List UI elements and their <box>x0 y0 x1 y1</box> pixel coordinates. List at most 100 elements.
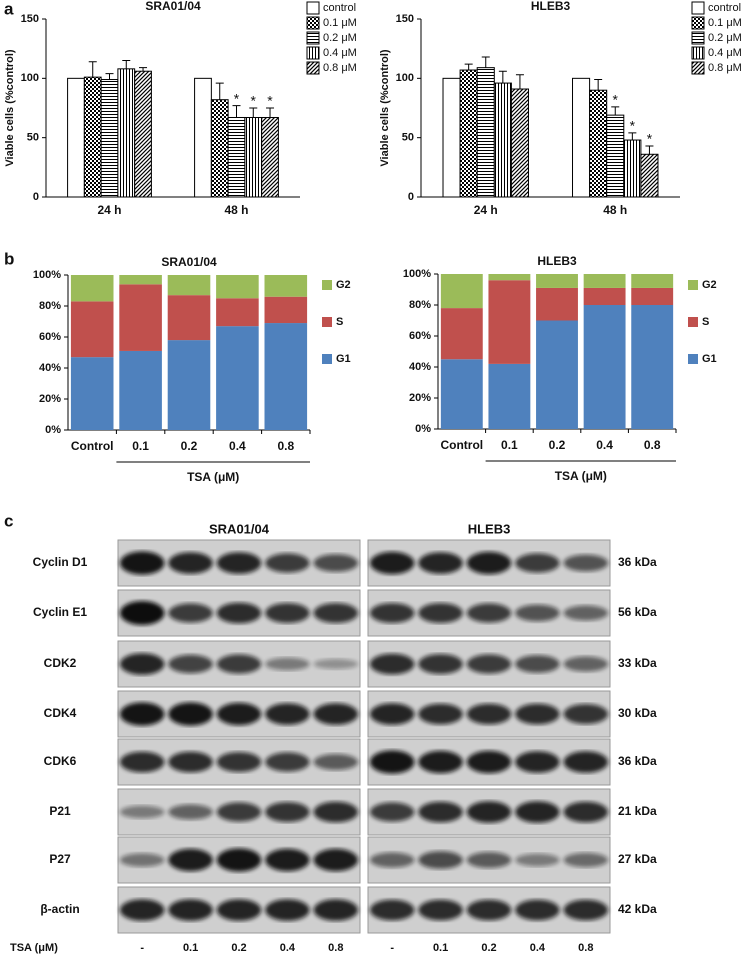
error-bar <box>628 132 637 141</box>
size-label: 33 kDa <box>618 656 657 670</box>
size-label: 30 kDa <box>618 706 657 720</box>
bar <box>261 116 279 198</box>
blot-band <box>466 852 512 868</box>
blot-band <box>216 848 262 872</box>
x-tick-label: 48 h <box>603 203 627 217</box>
panel-label: b <box>4 249 14 268</box>
legend-swatch <box>306 31 320 45</box>
blot-band <box>168 552 213 574</box>
legend-swatch <box>322 280 332 290</box>
y-tick-label: 100% <box>33 269 61 281</box>
blot-band <box>119 601 165 625</box>
legend-label: G1 <box>336 353 351 365</box>
x-tick-label: 24 h <box>474 203 498 217</box>
significance-mark: * <box>613 92 619 108</box>
blot-band <box>369 551 415 575</box>
bar-segment <box>216 326 259 430</box>
significance-mark: * <box>267 93 273 109</box>
error-bar <box>645 145 654 155</box>
y-tick-label: 80% <box>39 300 61 312</box>
error-bar <box>515 74 524 90</box>
bar <box>476 67 495 198</box>
size-label: 36 kDa <box>618 555 657 569</box>
significance-mark: * <box>630 118 636 134</box>
bar-segment <box>264 275 308 297</box>
y-axis-label: Viable cells (%control) <box>4 49 16 167</box>
legend-label: G1 <box>702 353 717 365</box>
blot-band <box>216 899 262 921</box>
blot-band <box>515 853 560 867</box>
blot-band <box>563 899 609 921</box>
blot-band <box>216 602 262 624</box>
bar-segment <box>536 274 578 288</box>
x-tick-label: 48 h <box>224 203 248 217</box>
y-tick-label: 50 <box>402 132 414 144</box>
x-tick-label: 0.2 <box>549 438 566 452</box>
blot-band <box>119 899 165 921</box>
bar-segment <box>631 274 674 288</box>
chart-title: HLEB3 <box>537 254 577 268</box>
bar-segment <box>583 274 626 288</box>
x-tick-label: 0.1 <box>132 439 149 453</box>
treatment-label: TSA (μM) <box>10 942 58 954</box>
lane-label: 0.1 <box>183 942 198 954</box>
blot-band <box>265 657 310 671</box>
protein-label: β-actin <box>40 902 79 916</box>
y-tick-label: 40% <box>409 361 431 373</box>
bar-segment <box>440 308 483 360</box>
size-label: 56 kDa <box>618 605 657 619</box>
error-bar <box>481 56 490 68</box>
x-tick-label: 24 h <box>97 203 121 217</box>
blot-band <box>466 551 512 575</box>
bar-segment <box>216 275 259 299</box>
y-tick-label: 20% <box>39 393 61 405</box>
significance-mark: * <box>251 93 257 109</box>
x-tick-label: 0.4 <box>596 438 613 452</box>
bar-segment <box>167 295 211 341</box>
y-tick-label: 60% <box>409 330 431 342</box>
significance-mark: * <box>234 90 240 106</box>
blot-band <box>369 750 415 774</box>
legend-swatch <box>691 46 705 60</box>
bar <box>640 153 659 198</box>
legend-swatch <box>688 280 698 290</box>
blot-band <box>369 899 415 921</box>
blot-band <box>369 802 415 822</box>
error-bar <box>139 67 148 72</box>
blot-band <box>119 653 165 675</box>
bar-segment <box>70 357 114 430</box>
legend-swatch <box>691 1 705 15</box>
x-tick-label: 0.4 <box>229 439 246 453</box>
blot-band <box>418 801 463 823</box>
lane-label: 0.2 <box>231 942 246 954</box>
error-bar <box>266 107 275 118</box>
y-tick-label: 150 <box>396 13 414 25</box>
blot-band <box>313 899 359 921</box>
x-axis-label: TSA (μM) <box>555 469 607 483</box>
blot-band <box>515 751 560 773</box>
size-label: 42 kDa <box>618 902 657 916</box>
blot-band <box>369 603 415 623</box>
bar-segment <box>70 301 114 358</box>
blot-band <box>418 750 463 774</box>
error-bar <box>249 107 258 118</box>
bar <box>623 139 642 198</box>
legend-label: 0.8 μM <box>708 62 742 74</box>
bar-segment <box>631 287 674 305</box>
bar <box>67 77 85 198</box>
blot-band <box>515 655 560 673</box>
bar-segment <box>583 287 626 305</box>
blot-band <box>515 553 560 573</box>
blot-band <box>466 603 512 623</box>
blot-band <box>168 804 213 820</box>
blot-band <box>466 703 512 725</box>
protein-label: Cyclin D1 <box>33 555 88 569</box>
blot-band <box>515 801 560 823</box>
blot-band <box>563 852 609 868</box>
blot-band <box>313 703 359 725</box>
error-bar <box>232 105 241 118</box>
blot-band <box>265 603 310 623</box>
blot-band <box>216 702 262 726</box>
bar <box>572 77 591 198</box>
bar-segment <box>216 298 259 327</box>
